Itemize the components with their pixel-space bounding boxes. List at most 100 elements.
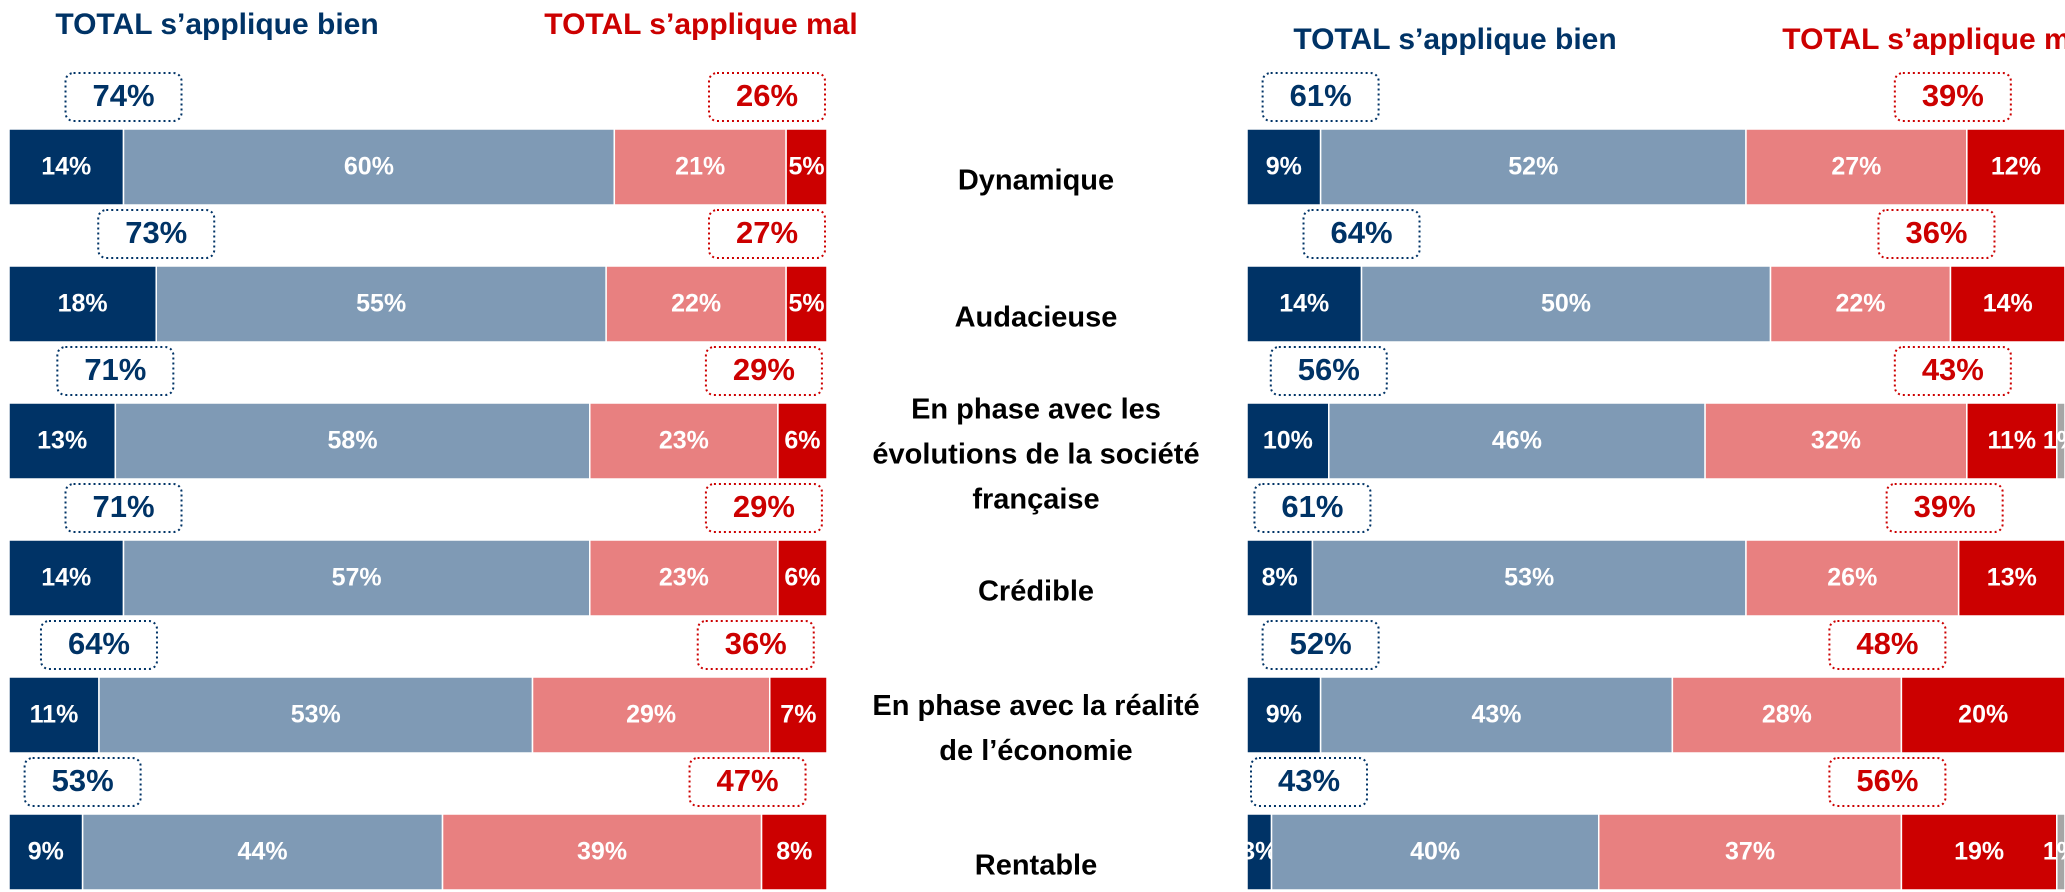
bar-segment — [122, 128, 616, 206]
bar-segment — [1360, 265, 1772, 343]
bar-segment — [8, 676, 100, 754]
total-bad-label: 36% — [1905, 215, 1967, 250]
segment-label: 53% — [1504, 564, 1554, 592]
bar-segment — [1671, 676, 1903, 754]
total-good-box — [1261, 620, 1380, 670]
bar-segment — [1745, 539, 1960, 617]
total-good-label: 61% — [1281, 489, 1343, 524]
segment-label: 14% — [41, 153, 91, 181]
segment-label: 21% — [675, 153, 725, 181]
bar-segment — [114, 402, 591, 480]
bar-segment — [1270, 813, 1600, 891]
bar-segment — [1900, 813, 2058, 891]
total-good-label: 74% — [92, 78, 154, 113]
segment-label: 14% — [1983, 290, 2033, 318]
bar-segment — [1246, 265, 1363, 343]
total-bad-label: 39% — [1922, 78, 1984, 113]
total-good-label: 53% — [52, 763, 114, 798]
total-bad-label: 43% — [1922, 352, 1984, 387]
total-bad-label: 36% — [725, 626, 787, 661]
segment-label: 6% — [784, 564, 820, 592]
total-good-box — [97, 209, 216, 259]
bar-segment — [2056, 402, 2065, 480]
total-bad-label: 48% — [1856, 626, 1918, 661]
category-label: Rentable — [974, 849, 1098, 882]
bar-segment — [8, 402, 117, 480]
bar-segment — [777, 402, 828, 480]
bar-segment — [8, 539, 125, 617]
total-bad-label: 56% — [1856, 763, 1918, 798]
total-good-label: 73% — [125, 215, 187, 250]
bar-segment — [777, 539, 828, 617]
segment-label: 53% — [291, 701, 341, 729]
total-good-box — [1261, 72, 1380, 122]
segment-label: 6% — [784, 427, 820, 455]
segment-label: 27% — [1831, 153, 1881, 181]
bar-segment — [589, 539, 779, 617]
segment-label: 11% — [30, 701, 79, 729]
total-good-box — [1250, 757, 1368, 807]
segment-label: 5% — [788, 290, 824, 318]
segment-label: 7% — [780, 701, 816, 729]
segment-label: 14% — [1279, 290, 1329, 318]
total-good-label: 71% — [92, 489, 154, 524]
bar-segment — [613, 128, 787, 206]
segment-label: 9% — [1266, 153, 1302, 181]
category-label: Dynamique — [957, 164, 1115, 197]
bar-segment — [785, 128, 828, 206]
total-bad-box — [704, 483, 823, 533]
segment-label: 9% — [28, 838, 64, 866]
segment-label: 58% — [328, 427, 378, 455]
total-good-label: 71% — [84, 352, 146, 387]
total-bad-label: 27% — [736, 215, 798, 250]
bar-segment — [155, 265, 607, 343]
bar-segment — [1949, 265, 2065, 343]
total-bad-box — [1893, 346, 2012, 396]
segment-label: 14% — [41, 564, 91, 592]
bar-segment — [8, 813, 84, 891]
total-bad-label: 29% — [733, 352, 795, 387]
total-bad-box — [696, 620, 815, 670]
segment-label: 52% — [1508, 153, 1558, 181]
segment-label: 55% — [356, 290, 406, 318]
bar-segment — [1769, 265, 1952, 343]
bar-segment — [1246, 813, 1273, 891]
total-bad-box — [708, 72, 826, 122]
segment-label: 1% — [2043, 838, 2065, 866]
bar-segment — [589, 402, 779, 480]
total-good-box — [56, 346, 175, 396]
total-good-label: 64% — [1330, 215, 1392, 250]
segment-label: 22% — [671, 290, 721, 318]
bar-segment — [1900, 676, 2065, 754]
segment-label: 10% — [1263, 427, 1313, 455]
total-bad-box — [1893, 72, 2012, 122]
bar-segment — [1246, 128, 1322, 206]
total-good-box — [39, 620, 158, 670]
segment-label: 23% — [659, 564, 709, 592]
segment-label: 8% — [1262, 564, 1298, 592]
total-bad-box — [1828, 620, 1947, 670]
bar-segment — [605, 265, 787, 343]
segment-label: 23% — [659, 427, 709, 455]
bar-segment — [1246, 539, 1314, 617]
header-good: TOTAL s’applique bien — [1293, 23, 1616, 56]
total-bad-box — [1828, 757, 1947, 807]
bar-segment — [2056, 813, 2065, 891]
total-bad-label: 29% — [733, 489, 795, 524]
segment-label: 20% — [1958, 701, 2008, 729]
header-good: TOTAL s’applique bien — [55, 8, 378, 41]
bar-segment — [8, 265, 157, 343]
bar-segment — [1957, 539, 2065, 617]
bar-segment — [1319, 128, 1747, 206]
total-good-label: 56% — [1298, 352, 1360, 387]
category-label: En phase avec la réalité de l’économie — [872, 690, 1200, 767]
bar-segment — [81, 813, 444, 891]
bar-segment — [1597, 813, 1903, 891]
bar-segment — [785, 265, 828, 343]
total-bad-box — [1885, 483, 2004, 533]
bar-segment — [1246, 402, 1330, 480]
total-bad-box — [708, 209, 826, 259]
segment-label: 50% — [1541, 290, 1591, 318]
segment-label: 37% — [1725, 838, 1775, 866]
